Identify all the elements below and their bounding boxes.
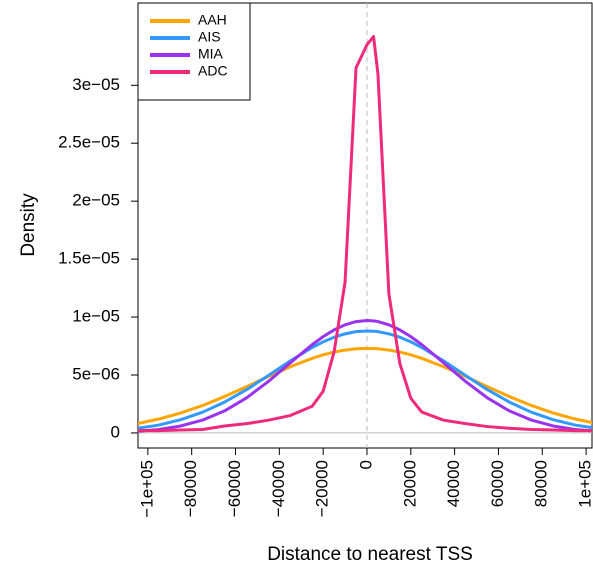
y-tick-label: 1.5e−05 xyxy=(58,249,120,268)
x-tick-label: −80000 xyxy=(181,460,200,517)
x-tick-label: 60000 xyxy=(488,460,507,507)
series-line xyxy=(138,319,592,433)
y-tick-label: 3e−05 xyxy=(72,75,120,94)
plot-area xyxy=(138,3,592,448)
series-line xyxy=(138,346,592,425)
x-tick-label: 0 xyxy=(356,460,375,469)
y-tick-label: 2.5e−05 xyxy=(58,133,120,152)
series-line xyxy=(138,35,592,433)
x-axis-label: Distance to nearest TSS xyxy=(267,544,473,565)
legend-label: AAH xyxy=(198,12,227,28)
legend-label: AIS xyxy=(198,29,221,45)
plot-frame xyxy=(137,2,593,449)
x-tick-label: −60000 xyxy=(225,460,244,517)
y-axis-label: Density xyxy=(18,193,39,257)
x-tick-label: 20000 xyxy=(400,460,419,507)
y-tick-label: 2e−05 xyxy=(72,191,120,210)
x-tick-label: 40000 xyxy=(444,460,463,507)
x-tick-label: 1e+05 xyxy=(576,460,593,508)
y-tick-label: 5e−06 xyxy=(72,364,120,383)
x-tick-label: −1e+05 xyxy=(137,460,156,518)
x-tick-label: −40000 xyxy=(269,460,288,517)
legend-label: ADC xyxy=(198,63,228,79)
legend-box xyxy=(137,2,251,101)
series-line xyxy=(138,329,592,430)
y-tick-label: 1e−05 xyxy=(72,307,120,326)
x-tick-label: 80000 xyxy=(532,460,551,507)
x-tick-label: −20000 xyxy=(313,460,332,517)
legend-label: MIA xyxy=(198,46,224,62)
y-tick-label: 0 xyxy=(111,422,120,441)
